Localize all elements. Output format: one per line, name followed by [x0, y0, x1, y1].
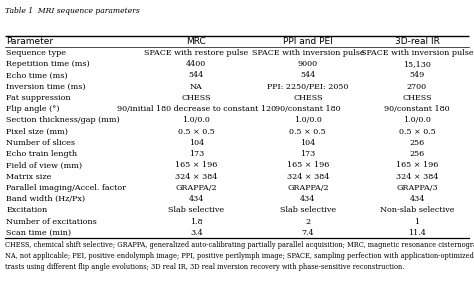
Text: Excitation: Excitation — [6, 206, 47, 214]
Text: 2700: 2700 — [407, 83, 427, 91]
Text: Slab selective: Slab selective — [280, 206, 336, 214]
Text: Repetition time (ms): Repetition time (ms) — [6, 60, 90, 68]
Text: Pixel size (mm): Pixel size (mm) — [6, 128, 68, 136]
Text: 0.5 × 0.5: 0.5 × 0.5 — [178, 128, 215, 136]
Text: Matrix size: Matrix size — [6, 173, 52, 181]
Text: 256: 256 — [410, 139, 425, 147]
Text: CHESS: CHESS — [293, 94, 323, 102]
Text: 104: 104 — [189, 139, 204, 147]
Text: Slab selective: Slab selective — [168, 206, 224, 214]
Text: SPACE with inversion pulse: SPACE with inversion pulse — [361, 49, 474, 57]
Text: Flip angle (°): Flip angle (°) — [6, 105, 60, 113]
Text: Parallel imaging/Accel. factor: Parallel imaging/Accel. factor — [6, 184, 126, 192]
Text: 3D-real IR: 3D-real IR — [394, 37, 439, 46]
Text: PPI: 2250/PEI: 2050: PPI: 2250/PEI: 2050 — [267, 83, 348, 91]
Text: 0.5 × 0.5: 0.5 × 0.5 — [290, 128, 326, 136]
Text: 434: 434 — [300, 195, 316, 203]
Text: MRC: MRC — [186, 37, 206, 46]
Text: 1.0/0.0: 1.0/0.0 — [294, 116, 322, 125]
Text: 1.0/0.0: 1.0/0.0 — [403, 116, 431, 125]
Text: 90/constant 180: 90/constant 180 — [384, 105, 450, 113]
Text: Parameter: Parameter — [6, 37, 53, 46]
Text: PPI and PEI: PPI and PEI — [283, 37, 333, 46]
Text: 90/constant 180: 90/constant 180 — [275, 105, 341, 113]
Text: 11.4: 11.4 — [408, 229, 426, 237]
Text: GRAPPA/2: GRAPPA/2 — [287, 184, 328, 192]
Text: SPACE with restore pulse: SPACE with restore pulse — [144, 49, 248, 57]
Text: GRAPPA/3: GRAPPA/3 — [396, 184, 438, 192]
Text: 104: 104 — [300, 139, 316, 147]
Text: Inversion time (ms): Inversion time (ms) — [6, 83, 86, 91]
Text: Scan time (min): Scan time (min) — [6, 229, 71, 237]
Text: Non-slab selective: Non-slab selective — [380, 206, 454, 214]
Text: Section thickness/gap (mm): Section thickness/gap (mm) — [6, 116, 120, 125]
Text: Field of view (mm): Field of view (mm) — [6, 161, 82, 169]
Text: 9000: 9000 — [298, 60, 318, 68]
Text: 1.0/0.0: 1.0/0.0 — [182, 116, 210, 125]
Text: Fat suppression: Fat suppression — [6, 94, 71, 102]
Text: 165 × 196: 165 × 196 — [175, 161, 218, 169]
Text: 549: 549 — [410, 71, 425, 79]
Text: 173: 173 — [189, 150, 204, 158]
Text: 1: 1 — [414, 218, 419, 226]
Text: 434: 434 — [189, 195, 204, 203]
Text: Table 1  MRI sequence parameters: Table 1 MRI sequence parameters — [5, 7, 139, 15]
Text: Sequence type: Sequence type — [6, 49, 66, 57]
Text: Band width (Hz/Px): Band width (Hz/Px) — [6, 195, 85, 203]
Text: GRAPPA/2: GRAPPA/2 — [175, 184, 217, 192]
Text: 90/initial 180 decrease to constant 120: 90/initial 180 decrease to constant 120 — [117, 105, 276, 113]
Text: 0.5 × 0.5: 0.5 × 0.5 — [399, 128, 436, 136]
Text: CHESS: CHESS — [402, 94, 432, 102]
Text: Number of excitations: Number of excitations — [6, 218, 97, 226]
Text: 2: 2 — [305, 218, 310, 226]
Text: 1.8: 1.8 — [190, 218, 203, 226]
Text: NA: NA — [190, 83, 203, 91]
Text: 3.4: 3.4 — [190, 229, 203, 237]
Text: 324 × 384: 324 × 384 — [175, 173, 218, 181]
Text: Echo time (ms): Echo time (ms) — [6, 71, 68, 79]
Text: 165 × 196: 165 × 196 — [396, 161, 438, 169]
Text: 256: 256 — [410, 150, 425, 158]
Text: CHESS: CHESS — [182, 94, 211, 102]
Text: CHESS, chemical shift selective; GRAPPA, generalized auto-calibrating partially : CHESS, chemical shift selective; GRAPPA,… — [5, 241, 474, 271]
Text: 544: 544 — [189, 71, 204, 79]
Text: 544: 544 — [300, 71, 316, 79]
Text: 7.4: 7.4 — [301, 229, 314, 237]
Text: Echo train length: Echo train length — [6, 150, 77, 158]
Text: 324 × 384: 324 × 384 — [396, 173, 438, 181]
Text: 173: 173 — [300, 150, 316, 158]
Text: 15,130: 15,130 — [403, 60, 431, 68]
Text: Number of slices: Number of slices — [6, 139, 75, 147]
Text: SPACE with inversion pulse: SPACE with inversion pulse — [252, 49, 364, 57]
Text: 165 × 196: 165 × 196 — [287, 161, 329, 169]
Text: 324 × 384: 324 × 384 — [287, 173, 329, 181]
Text: 434: 434 — [410, 195, 425, 203]
Text: 4400: 4400 — [186, 60, 207, 68]
